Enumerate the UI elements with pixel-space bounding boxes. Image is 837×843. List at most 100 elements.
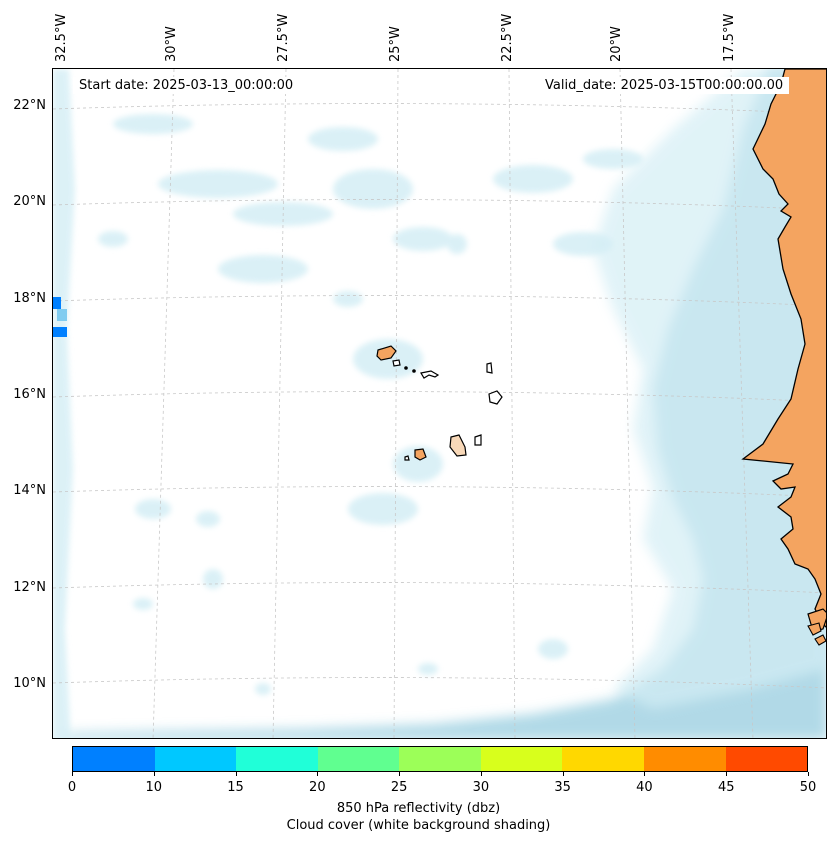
lon-label-27-5w: 27.5°W bbox=[276, 13, 291, 62]
island-santa-luzia bbox=[404, 366, 408, 370]
colorbar-segment bbox=[317, 747, 400, 771]
lat-label-18n: 18°N bbox=[13, 291, 46, 306]
cloud-coastal-light bbox=[593, 69, 826, 709]
colorbar-segment bbox=[480, 747, 563, 771]
lon-label-25w: 25°W bbox=[388, 26, 403, 62]
map-panel[interactable] bbox=[52, 68, 827, 739]
colorbar-segment bbox=[643, 747, 726, 771]
cloud-patch bbox=[538, 639, 568, 659]
lat-label-16n: 16°N bbox=[13, 387, 46, 402]
colorbar-tick bbox=[644, 772, 646, 776]
cape-verde-islands bbox=[376, 345, 503, 461]
cloud-patch bbox=[308, 127, 378, 151]
cloud-patch bbox=[203, 569, 223, 589]
lon-label-22-5w: 22.5°W bbox=[500, 13, 515, 62]
valid-date-label: Valid_date: 2025-03-15T00:00:00.00 bbox=[539, 77, 790, 94]
reflectivity-cell bbox=[53, 327, 67, 337]
reflectivity-cell bbox=[57, 309, 67, 321]
island-raso bbox=[412, 369, 416, 373]
colorbar-tick bbox=[399, 772, 401, 776]
parallel-22n bbox=[53, 103, 826, 115]
meridian-27-5w bbox=[272, 69, 287, 738]
lon-label-30w: 30°W bbox=[164, 26, 179, 62]
colorbar-tick bbox=[72, 772, 73, 776]
colorbar-tick bbox=[235, 772, 237, 776]
parallel-20n bbox=[53, 199, 826, 211]
lat-label-10n: 10°N bbox=[13, 676, 46, 691]
cloud-left-strip bbox=[53, 69, 75, 738]
cloud-patch bbox=[135, 499, 171, 519]
cloud-patch bbox=[393, 446, 443, 482]
cloud-patch bbox=[553, 232, 613, 256]
colorbar-tick bbox=[562, 772, 564, 776]
cloud-patch bbox=[447, 234, 467, 254]
parallel-16n bbox=[53, 391, 826, 403]
parallel-10n bbox=[53, 677, 826, 689]
island-brava bbox=[404, 455, 410, 461]
cloud-patch bbox=[333, 291, 363, 307]
island-santiago bbox=[449, 434, 467, 457]
lon-label-17-5w: 17.5°W bbox=[722, 13, 737, 62]
cloud-patch bbox=[113, 114, 193, 134]
colorbar-tick bbox=[153, 772, 155, 776]
colorbar-segment bbox=[562, 747, 644, 771]
colorbar-tick-label: 50 bbox=[799, 780, 817, 795]
cloud-patch bbox=[255, 683, 271, 695]
colorbar-tick bbox=[808, 772, 809, 776]
bissagos-islands bbox=[807, 622, 826, 646]
cloud-patch bbox=[418, 663, 438, 675]
colorbar-tick-label: 10 bbox=[145, 780, 163, 795]
colorbar-tick-label: 25 bbox=[390, 780, 408, 795]
lon-label-20w: 20°W bbox=[609, 26, 624, 62]
colorbar-tick-label: 20 bbox=[309, 780, 326, 795]
colorbar-sublabel: Cloud cover (white background shading) bbox=[286, 818, 551, 833]
lon-label-32-5w: 32.5°W bbox=[54, 13, 69, 62]
lat-label-22n: 22°N bbox=[13, 98, 46, 113]
colorbar-tick-label: 45 bbox=[717, 780, 735, 795]
cloud-patch bbox=[218, 255, 308, 283]
colorbar-tick-label: 30 bbox=[472, 780, 490, 795]
cloud-patch bbox=[583, 149, 643, 169]
colorbar-segment bbox=[399, 747, 481, 771]
colorbar-tick bbox=[726, 772, 728, 776]
cloud-patch bbox=[98, 231, 128, 247]
lat-label-14n: 14°N bbox=[13, 483, 46, 498]
cloud-cover-layer bbox=[53, 69, 826, 738]
parallel-12n bbox=[53, 582, 826, 594]
cloud-patch bbox=[493, 165, 573, 193]
reflectivity-colorbar bbox=[72, 746, 808, 772]
reflectivity-cell bbox=[53, 297, 61, 309]
cloud-patch bbox=[196, 511, 220, 527]
colorbar-tick-label: 15 bbox=[227, 780, 244, 795]
parallel-14n bbox=[53, 486, 826, 498]
lat-label-12n: 12°N bbox=[13, 580, 46, 595]
colorbar-segment bbox=[725, 747, 808, 771]
parallel-18n bbox=[53, 295, 826, 307]
lat-label-20n: 20°N bbox=[13, 194, 46, 209]
meridian-30w bbox=[152, 69, 175, 738]
colorbar-tick-label: 40 bbox=[636, 780, 653, 795]
meridian-25w bbox=[393, 69, 399, 738]
island-fogo bbox=[414, 448, 427, 461]
cloud-patch bbox=[348, 493, 418, 525]
island-santo-antao bbox=[376, 345, 397, 361]
cloud-patch bbox=[158, 170, 278, 198]
start-date-label: Start date: 2025-03-13_00:00:00 bbox=[73, 77, 300, 94]
island-maio bbox=[474, 434, 482, 446]
map-canvas[interactable] bbox=[53, 69, 827, 739]
colorbar-segment bbox=[154, 747, 237, 771]
reflectivity-echo bbox=[53, 297, 67, 337]
meridian-20w bbox=[619, 69, 636, 738]
colorbar-tick-label: 0 bbox=[67, 780, 77, 795]
colorbar-segment bbox=[236, 747, 318, 771]
cloud-patch bbox=[393, 227, 453, 251]
colorbar-label: 850 hPa reflectivity (dbz) bbox=[336, 801, 501, 816]
island-sao-vicente bbox=[392, 359, 401, 367]
meridian-17-5w bbox=[730, 69, 754, 738]
cloud-patch bbox=[133, 598, 153, 610]
colorbar-tick bbox=[480, 772, 482, 776]
island-sal bbox=[486, 362, 493, 374]
colorbar-tick-label: 35 bbox=[554, 780, 571, 795]
colorbar-tick bbox=[317, 772, 319, 776]
island-sao-nicolau bbox=[420, 370, 440, 379]
